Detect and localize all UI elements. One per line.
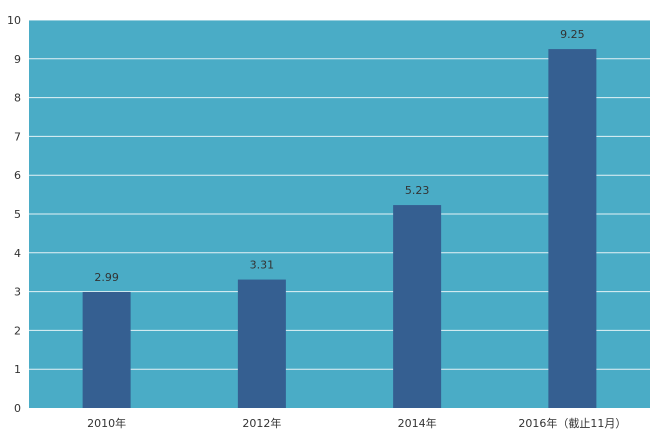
x-tick-label: 2010年 xyxy=(87,416,126,430)
data-label: 9.25 xyxy=(560,28,585,41)
y-tick-label: 2 xyxy=(14,324,21,337)
y-tick-label: 7 xyxy=(14,130,21,143)
data-label: 3.31 xyxy=(250,259,275,272)
x-tick-label: 2012年 xyxy=(242,416,281,430)
data-label: 2.99 xyxy=(94,271,119,284)
x-axis-ticks: 2010年 2012年 2014年 2016年（截止11月） xyxy=(87,416,626,430)
y-tick-label: 6 xyxy=(14,169,21,182)
bar-0 xyxy=(82,291,131,408)
y-tick-label: 4 xyxy=(14,247,21,260)
y-tick-label: 10 xyxy=(7,14,21,27)
y-tick-label: 9 xyxy=(14,53,21,66)
y-tick-label: 5 xyxy=(14,208,21,221)
x-tick-label: 2016年（截止11月） xyxy=(518,416,626,430)
data-label: 5.23 xyxy=(405,184,430,197)
bar-2 xyxy=(393,205,442,408)
grid-lines xyxy=(29,19,650,370)
x-tick-label: 2014年 xyxy=(398,416,437,430)
data-labels: 2.99 3.31 5.23 9.25 xyxy=(94,28,584,284)
y-tick-label: 3 xyxy=(14,286,21,299)
y-tick-label: 0 xyxy=(14,402,21,415)
bar-1 xyxy=(237,279,286,408)
bar-3 xyxy=(548,49,597,408)
bars xyxy=(82,49,597,408)
y-tick-label: 1 xyxy=(14,363,21,376)
y-tick-label: 8 xyxy=(14,92,21,105)
y-axis-ticks: 0 1 2 3 4 5 6 7 8 9 10 xyxy=(7,14,21,415)
